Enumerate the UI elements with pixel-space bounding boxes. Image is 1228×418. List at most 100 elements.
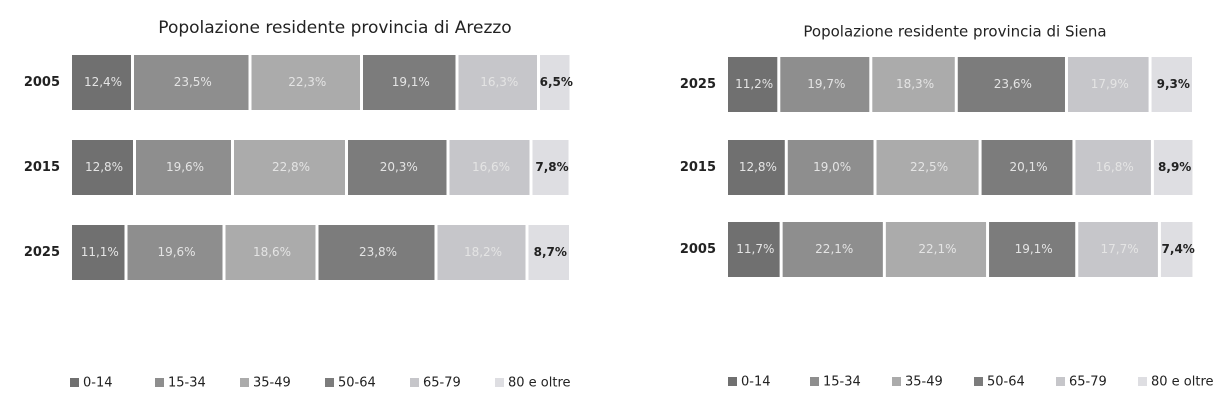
data-label: 12,8%	[85, 160, 123, 174]
data-label: 18,2%	[464, 245, 502, 259]
bar-segment	[437, 225, 526, 280]
bar-segment	[728, 222, 780, 277]
bar-segment	[225, 225, 316, 280]
bar-segment	[348, 140, 447, 195]
data-label: 6,5%	[540, 75, 573, 89]
legend-label: 0-14	[83, 376, 113, 391]
data-label: 19,0%	[813, 160, 851, 174]
bar-segment	[872, 57, 955, 112]
y-tick-label: 2025	[24, 245, 60, 260]
bar-segment	[989, 222, 1076, 277]
data-label: 22,3%	[288, 75, 326, 89]
bar-segment	[363, 55, 456, 110]
bar-segment	[782, 222, 883, 277]
bar-segment	[234, 140, 345, 195]
legend-swatch	[240, 378, 249, 387]
data-label: 23,5%	[174, 75, 212, 89]
data-label: 11,7%	[736, 242, 774, 256]
data-label: 16,3%	[480, 75, 518, 89]
data-label: 22,1%	[918, 242, 956, 256]
legend-swatch	[892, 377, 901, 386]
data-label: 7,4%	[1162, 242, 1195, 256]
legend-swatch	[1138, 377, 1147, 386]
y-tick-label: 2005	[680, 242, 716, 257]
y-tick-label: 2015	[24, 160, 60, 175]
legend-swatch	[410, 378, 419, 387]
legend-swatch	[728, 377, 737, 386]
bar-segment	[136, 140, 231, 195]
bar-segment	[728, 140, 785, 195]
data-label: 22,8%	[272, 160, 310, 174]
legend-swatch	[70, 378, 79, 387]
data-label: 18,3%	[896, 77, 934, 91]
data-label: 22,1%	[815, 242, 853, 256]
legend-label: 35-49	[253, 376, 291, 391]
bar-segment	[876, 140, 979, 195]
legend-swatch	[495, 378, 504, 387]
bar-segment	[318, 225, 435, 280]
bar-segment	[885, 222, 987, 277]
legend-label: 15-34	[823, 375, 861, 390]
data-label: 17,9%	[1091, 77, 1129, 91]
data-label: 12,8%	[739, 160, 777, 174]
legend-swatch	[325, 378, 334, 387]
data-label: 12,4%	[84, 75, 122, 89]
bar-segment	[1160, 222, 1193, 277]
data-label: 11,2%	[735, 77, 773, 91]
data-label: 7,8%	[535, 160, 568, 174]
data-label: 16,6%	[472, 160, 510, 174]
bar-segment	[787, 140, 874, 195]
data-label: 23,6%	[994, 77, 1032, 91]
bar-segment	[449, 140, 530, 195]
bar-segment	[458, 55, 537, 110]
legend-label: 50-64	[338, 376, 376, 391]
data-label: 19,1%	[1015, 242, 1053, 256]
bar-segment	[540, 55, 570, 110]
bar-segment	[127, 225, 223, 280]
bar-segment	[1078, 222, 1158, 277]
y-tick-label: 2015	[680, 160, 716, 175]
bar-segment	[1075, 140, 1151, 195]
bar-segment	[528, 225, 569, 280]
data-label: 23,8%	[359, 245, 397, 259]
chart-title: Popolazione residente provincia di Siena	[803, 23, 1106, 41]
bar-segment	[72, 55, 131, 110]
bar-segment	[1151, 57, 1192, 112]
data-label: 19,7%	[807, 77, 845, 91]
y-tick-label: 2005	[24, 75, 60, 90]
data-label: 8,9%	[1158, 160, 1191, 174]
data-label: 18,6%	[253, 245, 291, 259]
legend-label: 15-34	[168, 376, 206, 391]
bar-segment	[72, 140, 133, 195]
legend-swatch	[810, 377, 819, 386]
y-tick-label: 2025	[680, 77, 716, 92]
legend-label: 65-79	[1069, 375, 1107, 390]
bar-segment	[1067, 57, 1149, 112]
data-label: 19,6%	[157, 245, 195, 259]
bar-segment	[728, 57, 778, 112]
legend-label: 35-49	[905, 375, 943, 390]
bar-segment	[780, 57, 870, 112]
bar-segment	[72, 225, 125, 280]
data-label: 19,1%	[392, 75, 430, 89]
data-label: 17,7%	[1101, 242, 1139, 256]
legend-swatch	[974, 377, 983, 386]
legend-label: 50-64	[987, 375, 1025, 390]
bar-segment	[251, 55, 360, 110]
legend-label: 80 e oltre	[1151, 375, 1214, 390]
data-label: 20,3%	[380, 160, 418, 174]
bar-segment	[134, 55, 249, 110]
bar-segment	[981, 140, 1073, 195]
legend-label: 0-14	[741, 375, 771, 390]
data-label: 9,3%	[1157, 77, 1190, 91]
legend-swatch	[155, 378, 164, 387]
bar-segment	[1153, 140, 1193, 195]
data-label: 8,7%	[534, 245, 567, 259]
legend-label: 65-79	[423, 376, 461, 391]
bar-segment	[957, 57, 1065, 112]
data-label: 20,1%	[1009, 160, 1047, 174]
legend-label: 80 e oltre	[508, 376, 571, 391]
data-label: 11,1%	[81, 245, 119, 259]
legend-swatch	[1056, 377, 1065, 386]
